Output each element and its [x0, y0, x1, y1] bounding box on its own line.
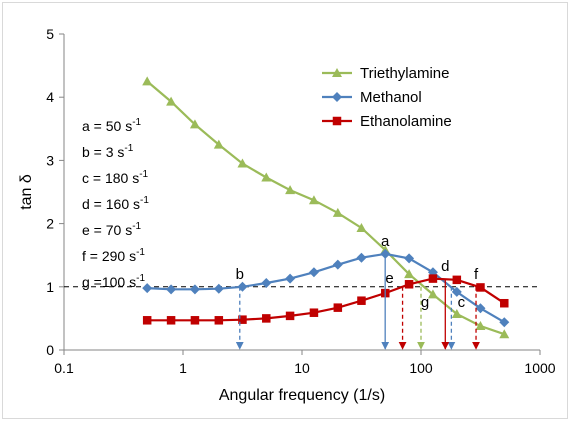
x-tick-label: 0.1	[54, 360, 74, 376]
legend-item-triethylamine: Triethylamine	[322, 65, 449, 82]
legend-swatch-marker	[332, 116, 342, 126]
annotation-text-d: d = 160 s-1	[82, 195, 149, 212]
data-point	[428, 274, 438, 283]
data-point	[427, 289, 438, 299]
data-point	[285, 311, 295, 321]
data-point	[166, 96, 177, 106]
data-point	[237, 158, 248, 168]
x-tick-label: 100	[409, 360, 433, 376]
data-point	[476, 283, 485, 292]
y-tick-label: 3	[46, 152, 54, 168]
series-layer	[142, 76, 510, 339]
data-point	[142, 316, 152, 325]
data-point	[475, 320, 486, 330]
data-point	[404, 269, 415, 279]
data-point	[261, 172, 272, 182]
legend-label: Triethylamine	[360, 65, 449, 82]
data-point	[237, 281, 248, 292]
data-point	[499, 329, 510, 339]
data-point	[309, 308, 319, 317]
annotations-layer	[235, 253, 480, 350]
labels-layer: 0 1 2 3 4 5 0.1 1 10 100 1000 Angular frequency (1/…	[18, 26, 556, 404]
annotation-letter-f: f	[474, 266, 479, 283]
legend-swatch-marker	[332, 68, 342, 77]
data-point	[261, 278, 272, 289]
annotation-text-g: g =100 s-1	[82, 273, 145, 290]
data-point	[214, 316, 224, 325]
data-point	[189, 284, 200, 295]
data-point	[308, 267, 319, 278]
legend-label: Ethanolamine	[360, 113, 452, 130]
data-point	[142, 76, 153, 86]
y-tick-label: 4	[46, 89, 54, 105]
data-point	[499, 317, 510, 328]
annotation-text-c: c = 180 s-1	[82, 169, 149, 186]
data-point	[213, 283, 224, 294]
chart-frame	[2, 2, 568, 419]
data-point	[333, 303, 343, 312]
legend: Triethylamine Methanol Ethanolamine	[322, 65, 452, 130]
data-point	[356, 252, 367, 263]
x-axis-title: Angular frequency (1/s)	[219, 387, 385, 404]
data-point	[285, 273, 296, 284]
data-point	[285, 185, 296, 195]
y-tick-label: 2	[46, 216, 54, 232]
data-point	[190, 316, 200, 325]
annotation-letter-a: a	[381, 233, 390, 250]
legend-item-ethanolamine: Ethanolamine	[322, 113, 452, 130]
series-line	[147, 277, 505, 322]
y-tick-label: 0	[46, 342, 54, 358]
annotation-letter-b: b	[236, 266, 244, 283]
annotation-letter-e: e	[385, 270, 393, 287]
data-point	[500, 298, 509, 308]
x-tick-label: 1	[179, 360, 187, 376]
data-point	[332, 207, 343, 217]
data-point	[451, 308, 462, 318]
y-axis-title: tan δ	[18, 174, 35, 210]
annotation-letter-g: g	[421, 294, 429, 311]
y-tick-label: 5	[46, 26, 54, 42]
data-point	[166, 284, 177, 295]
legend-item-methanol: Methanol	[322, 89, 422, 106]
annotation-letter-c: c	[458, 294, 466, 311]
x-tick-label: 10	[294, 360, 310, 376]
data-point	[404, 280, 414, 289]
data-point	[404, 253, 415, 264]
annotation-text-a: a = 50 s-1	[82, 117, 142, 134]
data-point	[356, 223, 367, 233]
y-tick-label: 1	[46, 279, 54, 295]
series-triethylamine	[142, 76, 510, 339]
legend-label: Methanol	[360, 89, 422, 106]
legend-swatch-marker	[332, 92, 342, 102]
data-point	[451, 286, 462, 297]
x-tick-label: 1000	[524, 360, 555, 376]
data-point	[238, 315, 247, 324]
data-point	[213, 139, 224, 149]
annotation-text-f: f = 290 s-1	[82, 247, 145, 264]
annotation-text-e: e = 70 s-1	[82, 221, 142, 238]
annotation-text-b: b = 3 s-1	[82, 143, 134, 160]
data-point	[262, 314, 271, 323]
data-point	[332, 259, 343, 270]
data-point	[357, 296, 366, 305]
data-point	[308, 195, 319, 205]
annotation-letter-d: d	[441, 258, 449, 275]
data-point	[189, 119, 200, 129]
data-point	[452, 275, 462, 285]
data-point	[475, 303, 486, 314]
axes	[59, 33, 541, 355]
data-point	[166, 316, 176, 325]
data-point	[142, 283, 153, 294]
